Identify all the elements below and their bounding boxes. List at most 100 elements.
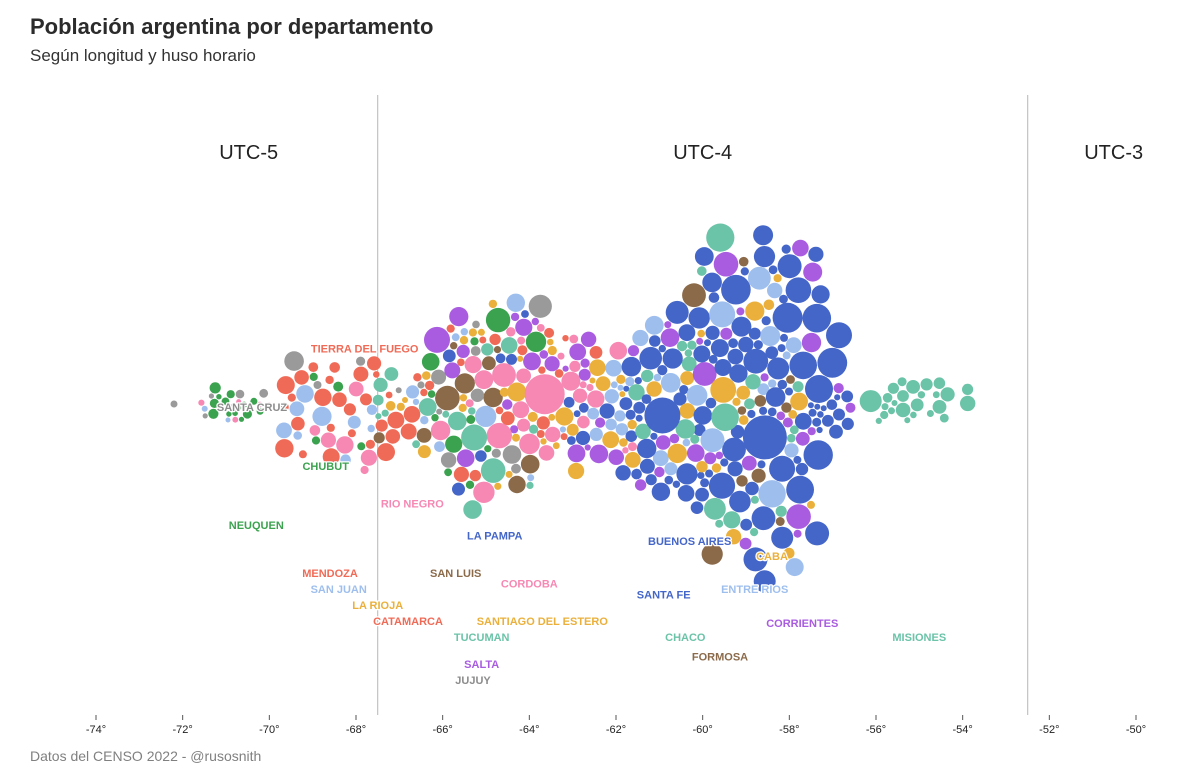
department-bubble bbox=[745, 301, 765, 321]
department-bubble bbox=[347, 415, 361, 429]
department-bubble bbox=[679, 403, 696, 419]
department-bubble bbox=[470, 337, 479, 346]
department-bubble bbox=[209, 382, 221, 394]
department-bubble bbox=[445, 435, 463, 453]
province-label-entre-rios: ENTRE RIOS bbox=[721, 584, 788, 596]
department-bubble bbox=[753, 225, 774, 246]
department-bubble bbox=[709, 301, 736, 328]
department-bubble bbox=[753, 246, 776, 268]
department-bubble bbox=[745, 481, 759, 496]
department-bubble bbox=[763, 299, 775, 311]
department-bubble bbox=[705, 397, 717, 409]
department-bubble bbox=[841, 417, 854, 430]
department-bubble bbox=[446, 324, 455, 333]
department-bubble bbox=[676, 463, 698, 485]
department-bubble bbox=[326, 423, 335, 432]
department-bubble bbox=[279, 402, 289, 412]
department-bubble bbox=[859, 390, 882, 413]
department-bubble bbox=[757, 460, 766, 469]
department-bubble bbox=[417, 381, 425, 389]
department-bubble bbox=[619, 391, 626, 398]
province-label-la-rioja: LA RIOJA bbox=[352, 600, 403, 612]
department-bubble bbox=[786, 375, 795, 384]
department-bubble bbox=[722, 437, 746, 462]
department-bubble bbox=[453, 466, 469, 482]
department-bubble bbox=[739, 537, 752, 550]
department-bubble bbox=[517, 418, 531, 432]
department-bubble bbox=[294, 370, 309, 385]
department-bubble bbox=[418, 398, 437, 416]
department-bubble bbox=[469, 469, 481, 482]
department-bubble bbox=[604, 389, 619, 404]
department-bubble bbox=[464, 356, 482, 374]
department-bubble bbox=[608, 449, 624, 466]
department-bubble bbox=[807, 500, 815, 509]
department-bubble bbox=[587, 390, 605, 408]
x-tick-label-2: -70° bbox=[259, 724, 279, 736]
department-bubble bbox=[569, 334, 579, 344]
department-bubble bbox=[515, 318, 533, 336]
department-bubble bbox=[276, 376, 295, 395]
timezone-boundaries bbox=[377, 95, 1029, 715]
department-bubble bbox=[654, 466, 665, 478]
department-bubble bbox=[347, 429, 356, 438]
department-bubble bbox=[704, 452, 717, 465]
department-bubble bbox=[680, 371, 695, 386]
department-bubble bbox=[767, 407, 777, 417]
department-bubble bbox=[559, 426, 567, 433]
department-bubble bbox=[454, 373, 475, 394]
department-bubble bbox=[740, 267, 749, 276]
department-bubble bbox=[960, 395, 976, 412]
department-bubble bbox=[555, 407, 574, 426]
x-tick-label-6: -62° bbox=[606, 724, 626, 736]
department-bubble bbox=[444, 362, 461, 379]
department-bubble bbox=[665, 300, 689, 324]
department-bubble bbox=[589, 377, 596, 384]
department-bubble bbox=[721, 274, 751, 305]
department-bubble bbox=[732, 397, 741, 406]
department-bubble bbox=[675, 419, 696, 439]
department-bubble bbox=[781, 244, 791, 254]
department-bubble bbox=[475, 450, 487, 462]
department-bubble bbox=[676, 340, 688, 352]
department-bubble bbox=[482, 356, 496, 371]
department-bubble bbox=[566, 423, 579, 436]
department-bubble bbox=[808, 408, 817, 417]
department-bubble bbox=[644, 315, 664, 335]
department-bubble bbox=[625, 376, 635, 387]
department-bubble bbox=[803, 440, 833, 470]
department-bubble bbox=[792, 381, 804, 393]
department-bubble bbox=[506, 327, 516, 337]
department-bubble bbox=[805, 521, 830, 546]
department-bubble bbox=[579, 381, 587, 389]
province-label-san-luis: SAN LUIS bbox=[430, 568, 481, 580]
department-bubble bbox=[365, 439, 375, 449]
department-bubble bbox=[385, 391, 393, 399]
department-bubble bbox=[298, 450, 307, 459]
department-bubble bbox=[421, 353, 440, 371]
department-bubble bbox=[667, 443, 687, 464]
department-bubble bbox=[452, 482, 465, 496]
department-bubble bbox=[567, 436, 576, 445]
department-bubble bbox=[793, 529, 802, 538]
department-bubble bbox=[646, 381, 662, 397]
department-bubble bbox=[500, 337, 518, 354]
department-bubble bbox=[768, 265, 778, 275]
department-bubble bbox=[713, 251, 739, 277]
department-bubble bbox=[704, 497, 726, 520]
x-tick-label-1: -72° bbox=[173, 724, 193, 736]
department-bubble bbox=[795, 462, 809, 476]
department-bubble bbox=[891, 400, 898, 406]
department-bubble bbox=[696, 337, 704, 345]
department-bubble bbox=[221, 397, 230, 406]
department-bubble bbox=[888, 407, 895, 415]
department-bubble bbox=[311, 436, 321, 445]
province-label-corrientes: CORRIENTES bbox=[766, 618, 838, 630]
province-label-misiones: MISIONES bbox=[892, 632, 946, 644]
department-bubble bbox=[589, 444, 609, 464]
department-bubble bbox=[547, 338, 554, 346]
department-bubble bbox=[632, 329, 649, 347]
department-bubble bbox=[587, 407, 600, 420]
department-bubble bbox=[561, 371, 581, 391]
department-bubble bbox=[595, 417, 606, 428]
